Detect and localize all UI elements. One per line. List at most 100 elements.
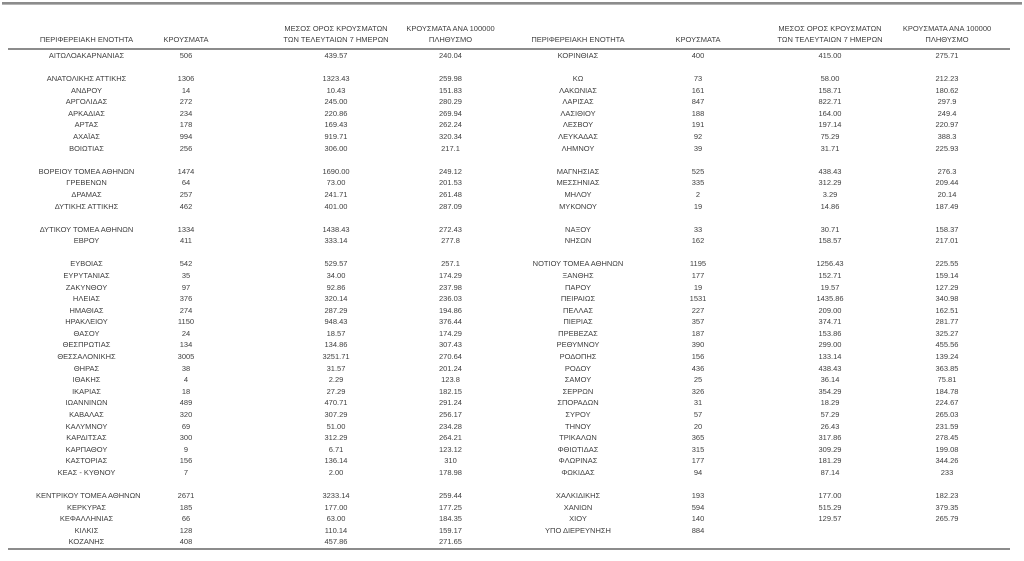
left-cases-cell: 1474 xyxy=(177,166,195,176)
right-cases-cell: 1531 xyxy=(689,294,707,304)
right-per100k-cell: 455.56 xyxy=(935,340,959,350)
left-avg7-cell: 333.14 xyxy=(324,236,348,246)
left-avg7-cell: 401.00 xyxy=(324,201,348,211)
spacer-cell xyxy=(8,478,1010,490)
right-region-name-cell: ΧΙΟΥ xyxy=(569,514,587,524)
table-row: ΙΘΑΚΗΣ 4 2.29 123.8 ΣΑΜΟΥ 25 36.14 75.81 xyxy=(8,374,1010,386)
right-avg7-cell: 87.14 xyxy=(820,467,840,477)
right-per100k-cell: 139.24 xyxy=(935,352,959,362)
left-avg7-cell: 10.43 xyxy=(326,85,346,95)
left-region-name-cell: ΚΙΛΚΙΣ xyxy=(74,525,99,535)
left-per100k-cell: 271.65 xyxy=(439,537,462,547)
left-avg7-cell: 919.71 xyxy=(324,132,348,142)
spacer-cell xyxy=(8,212,1010,224)
left-avg7-cell: 134.86 xyxy=(324,340,348,350)
table-row: ΚΕΝΤΡΙΚΟΥ ΤΟΜΕΑ ΑΘΗΝΩΝ 2671 3233.14 259.44 Χ… xyxy=(8,490,1010,502)
spacer-row xyxy=(8,154,1010,166)
left-cases-cell: 38 xyxy=(181,363,191,373)
right-avg7-cell: 18.29 xyxy=(820,398,840,408)
left-region-name-cell: ΚΕΦΑΛΛΗΝΙΑΣ xyxy=(59,514,114,524)
left-region-name-cell: ΔΥΤΙΚΟΥ ΤΟΜΕΑ ΑΘΗΝΩΝ xyxy=(39,224,134,234)
right-cases-cell: 162 xyxy=(691,236,705,246)
left-per100k-cell: 201.53 xyxy=(439,178,462,188)
right-avg7-cell: 129.57 xyxy=(818,514,842,524)
right-region-name-cell: ΜΑΓΝΗΣΙΑΣ xyxy=(556,166,600,176)
left-cases-cell: 506 xyxy=(179,51,193,60)
right-avg7-cell: 312.29 xyxy=(818,178,842,188)
right-cases-cell: 188 xyxy=(691,108,705,118)
left-cases-cell: 178 xyxy=(179,120,193,130)
right-avg7-cell: 309.29 xyxy=(818,444,842,454)
table-row: ΑΙΤΩΛΟΑΚΑΡΝΑΝΙΑΣ 506 439.57 240.04 ΚΟΡΙΝΘΙΑΣ… xyxy=(8,49,1010,62)
right-per100k-cell: 225.55 xyxy=(935,259,959,269)
table-body: ΑΙΤΩΛΟΑΚΑΡΝΑΝΙΑΣ 506 439.57 240.04 ΚΟΡΙΝΘΙΑΣ… xyxy=(8,49,1010,549)
left-cases-cell: 274 xyxy=(179,305,193,315)
left-per100k-cell: 310 xyxy=(444,456,457,466)
left-per100k-cell: 123.12 xyxy=(439,444,462,454)
left-cases-cell: 7 xyxy=(183,467,189,477)
table-header: ΠΕΡΙΦΕΡΕΙΑΚΗ ΕΝΟΤΗΤΑ ΚΡΟΥΣΜΑΤΑ ΜΕΣΟΣ ΟΡΟ… xyxy=(8,5,1010,50)
right-cases-cell: 400 xyxy=(691,51,705,60)
left-per100k-cell: 217.1 xyxy=(441,143,460,153)
right-cases-cell: 326 xyxy=(691,386,705,396)
left-region-name-cell: ΙΩΑΝΝΙΝΩΝ xyxy=(65,398,108,408)
spacer-cell xyxy=(8,62,1010,74)
right-cases-cell: 884 xyxy=(691,525,705,535)
right-region-name-cell: ΛΕΣΒΟΥ xyxy=(562,120,594,130)
left-avg7-cell: 136.14 xyxy=(324,456,348,466)
left-cases-cell: 257 xyxy=(179,189,193,199)
left-per100k-cell: 249.12 xyxy=(439,166,462,176)
right-per100k-cell: 180.62 xyxy=(935,85,959,95)
right-avg7-cell: 209.00 xyxy=(818,305,842,315)
left-avg7-cell: 529.57 xyxy=(324,259,348,269)
left-per100k-cell: 259.44 xyxy=(439,490,462,500)
table-row: ΚΑΒΑΛΑΣ 320 307.29 256.17 ΣΥΡΟΥ 57 57.29 265.03 xyxy=(8,409,1010,421)
right-per100k-cell: 281.77 xyxy=(935,317,959,327)
right-cases-cell: 57 xyxy=(693,409,703,419)
left-avg7-cell: 307.29 xyxy=(324,409,348,419)
table-row: ΗΛΕΙΑΣ 376 320.14 236.03 ΠΕΙΡΑΙΩΣ 1531 1435.86… xyxy=(8,293,1010,305)
right-cases-cell: 19 xyxy=(693,201,703,211)
left-region-name-cell: ΒΟΙΩΤΙΑΣ xyxy=(69,143,104,153)
left-avg7-cell: 287.29 xyxy=(324,305,348,315)
right-avg7-cell: 3.29 xyxy=(822,189,838,199)
col-header-region-right: ΠΕΡΙΦΕΡΕΙΑΚΗ ΕΝΟΤΗΤΑ xyxy=(514,5,638,50)
left-region-name-cell: ΕΒΡΟΥ xyxy=(73,236,100,246)
left-avg7-cell: 320.14 xyxy=(324,294,348,304)
right-avg7-cell: 30.71 xyxy=(820,224,840,234)
left-avg7-cell: 110.14 xyxy=(324,525,348,535)
right-cases-cell: 1195 xyxy=(689,259,707,269)
right-region-name-cell: ΣΕΡΡΩΝ xyxy=(562,386,594,396)
left-per100k-cell: 151.83 xyxy=(439,85,462,95)
spacer-cell xyxy=(8,247,1010,259)
left-per100k-cell: 123.8 xyxy=(441,375,460,385)
right-per100k-cell: 212.23 xyxy=(935,74,959,84)
right-per100k-cell: 265.03 xyxy=(935,409,959,419)
left-avg7-cell: 2.00 xyxy=(328,467,344,477)
left-region-name-cell: ΑΝΑΤΟΛΙΚΗΣ ΑΤΤΙΚΗΣ xyxy=(46,74,127,84)
table-row: ΚΟΖΑΝΗΣ 408 457.86 271.65 xyxy=(8,536,1010,549)
right-per100k-cell: 187.49 xyxy=(935,201,959,211)
right-region-name-cell: ΠΡΕΒΕΖΑΣ xyxy=(558,328,598,338)
left-avg7-cell: 27.29 xyxy=(326,386,346,396)
left-region-name-cell: ΚΕΝΤΡΙΚΟΥ ΤΟΜΕΑ ΑΘΗΝΩΝ xyxy=(36,490,141,500)
left-per100k-cell: 194.86 xyxy=(439,305,462,315)
right-region-name-cell: ΠΕΛΛΑΣ xyxy=(562,305,594,315)
table-row: ΑΧΑΪΑΣ 994 919.71 320.34 ΛΕΥΚΑΔΑΣ 92 75.29 388.… xyxy=(8,131,1010,143)
left-cases-cell: 18 xyxy=(181,386,191,396)
right-per100k-cell: 276.3 xyxy=(937,166,957,176)
left-per100k-cell: 240.04 xyxy=(439,51,462,60)
right-avg7-cell: 152.71 xyxy=(818,270,842,280)
right-per100k-cell: 162.51 xyxy=(935,305,959,315)
left-per100k-cell: 320.34 xyxy=(439,132,462,142)
right-cases-cell: 847 xyxy=(691,97,705,107)
right-avg7-cell: 133.14 xyxy=(818,352,842,362)
right-region-name-cell: ΜΥΚΟΝΟΥ xyxy=(559,201,597,211)
table-row: ΗΡΑΚΛΕΙΟΥ 1150 948.43 376.44 ΠΙΕΡΙΑΣ 357 374.7… xyxy=(8,316,1010,328)
left-region-name-cell: ΚΕΡΚΥΡΑΣ xyxy=(66,502,107,512)
table-row: ΙΚΑΡΙΑΣ 18 27.29 182.15 ΣΕΡΡΩΝ 326 354.29 184.7… xyxy=(8,386,1010,398)
right-per100k-cell: 209.44 xyxy=(935,178,959,188)
left-avg7-cell: 3233.14 xyxy=(322,490,350,500)
left-avg7-cell: 177.00 xyxy=(324,502,348,512)
left-per100k-cell: 277.8 xyxy=(441,236,460,246)
